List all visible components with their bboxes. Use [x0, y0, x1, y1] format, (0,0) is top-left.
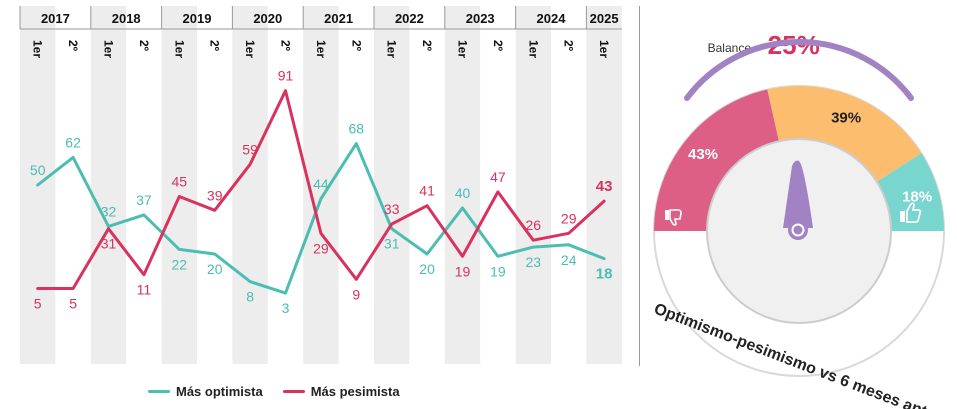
semester-label: 1er — [172, 40, 186, 58]
needle-hub-ring — [791, 223, 805, 237]
data-label: 33 — [384, 201, 400, 217]
legend-label-pesimista: Más pesimista — [310, 384, 400, 399]
data-label: 32 — [101, 203, 117, 219]
semester-band — [161, 6, 197, 364]
semester-label: 2º — [66, 40, 80, 52]
semester-label: 2º — [137, 40, 151, 52]
legend-label-optimista: Más optimista — [176, 384, 263, 399]
semester-band — [586, 6, 622, 364]
gauge-segment-label: 43% — [688, 146, 718, 163]
data-label: 91 — [278, 68, 294, 84]
data-label: 45 — [172, 174, 188, 190]
data-label: 24 — [561, 252, 577, 268]
data-label: 29 — [561, 210, 577, 226]
balance-label: Balance — [708, 41, 752, 55]
semester-label: 1er — [102, 40, 116, 58]
year-label: 2023 — [466, 11, 495, 26]
balance-arc — [684, 39, 914, 101]
legend-swatch-optimista — [148, 390, 170, 393]
data-label: 5 — [34, 296, 42, 312]
semester-band — [515, 6, 551, 364]
data-label: 31 — [384, 236, 400, 252]
year-label: 2017 — [41, 11, 70, 26]
data-label: 19 — [455, 263, 471, 279]
data-label: 8 — [246, 289, 254, 305]
semester-label: 2º — [208, 40, 222, 52]
semester-label: 1er — [385, 40, 399, 58]
legend: Más optimista Más pesimista — [148, 384, 400, 399]
semester-band — [90, 6, 127, 364]
data-label: 50 — [30, 162, 46, 178]
thumbs-up-icon — [900, 202, 922, 223]
semester-band — [232, 6, 268, 364]
semester-label: 1er — [456, 40, 470, 58]
data-label: 19 — [490, 263, 506, 279]
year-label: 2019 — [183, 11, 212, 26]
data-label: 47 — [490, 169, 506, 185]
data-label: 31 — [101, 236, 117, 252]
semester-label: 2º — [491, 40, 505, 52]
gauge-segment-label: 18% — [902, 189, 932, 206]
data-label: 22 — [172, 256, 188, 272]
series-line-optimista — [36, 142, 606, 295]
data-label: 44 — [313, 176, 329, 192]
legend-item-pesimista: Más pesimista — [282, 384, 400, 399]
data-label: 59 — [242, 141, 258, 157]
needle-shape — [783, 160, 813, 228]
data-label: 62 — [65, 134, 81, 150]
data-label: 26 — [526, 217, 542, 233]
data-label: 39 — [207, 187, 223, 203]
data-label: 41 — [419, 183, 435, 199]
series-line-pesimista — [36, 89, 606, 290]
gauge-segment-label: 39% — [831, 109, 861, 126]
semester-label: 2º — [420, 40, 434, 52]
semester-label: 1er — [314, 40, 328, 58]
data-label: 29 — [313, 240, 329, 256]
thumbs-down-icon — [665, 209, 682, 226]
data-label: 18 — [596, 266, 613, 283]
legend-swatch-pesimista — [282, 390, 305, 393]
gauge-needle — [783, 160, 813, 240]
year-label: 2020 — [253, 11, 282, 26]
semester-label: 2º — [562, 40, 576, 52]
year-label: 2021 — [324, 11, 353, 26]
year-label: 2024 — [537, 11, 567, 26]
data-label: 3 — [282, 300, 290, 316]
data-label: 23 — [526, 254, 542, 270]
semester-label: 1er — [526, 40, 540, 58]
data-label: 37 — [136, 192, 152, 208]
data-label: 40 — [455, 185, 471, 201]
year-label: 2022 — [395, 11, 424, 26]
semester-label: 1er — [31, 40, 45, 58]
semester-label: 1er — [597, 40, 611, 58]
data-label: 68 — [349, 121, 365, 137]
vertical-divider — [639, 6, 640, 366]
data-label: 20 — [419, 261, 435, 277]
data-label: 43 — [596, 178, 613, 195]
data-label: 5 — [69, 296, 77, 312]
year-label: 2025 — [590, 11, 619, 26]
data-label: 9 — [352, 286, 360, 302]
semester-band — [444, 6, 481, 364]
semester-label: 2º — [349, 40, 363, 52]
year-label: 2018 — [112, 11, 141, 26]
data-label: 11 — [137, 282, 152, 298]
semester-label: 1er — [243, 40, 257, 58]
semester-band — [374, 6, 410, 364]
data-label: 20 — [207, 261, 223, 277]
legend-item-optimista: Más optimista — [148, 384, 263, 399]
gauge-chart: Balance -25% 43%39%18% Optimismo-pesimis… — [652, 30, 946, 409]
needle-hub — [788, 220, 808, 240]
semester-label: 2º — [279, 40, 293, 52]
